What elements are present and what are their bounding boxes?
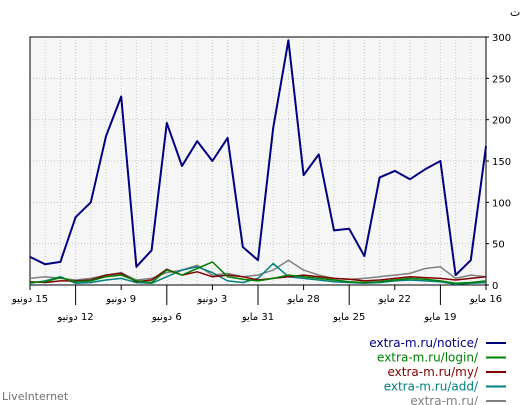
x-tick-label: 6 دونيو [151,312,182,323]
x-tick-label: 3 دونيو [196,294,227,305]
x-tick-label: 22 مايو [378,294,411,305]
y-tick-label: 200 [492,116,511,127]
legend-entry-label: extra-m.ru/ [410,394,479,405]
x-tick-label: 31 مايو [241,312,274,323]
x-tick-label: 12 دونيو [57,312,94,323]
series-line-0 [29,39,487,277]
x-tick-label: 15 دونيو [11,294,48,305]
x-tick-label: 28 مايو [286,294,319,305]
y-axis: 0 50 100 150 200 250 300 [486,33,511,292]
x-axis: 16 مايو 19 مايو 22 مايو 25 مايو 28 مايو 31 ما… [11,285,502,323]
x-tick-label: 16 مايو [469,294,502,305]
legend-entry-label: extra-m.ru/add/ [384,380,479,394]
y-tick-label: 150 [492,157,511,168]
legend-entry-label: extra-m.ru/login/ [377,351,479,365]
x-tick-label: 25 مايو [332,312,365,323]
legend-entry-label: extra-m.ru/my/ [387,365,478,379]
series-layer [29,39,487,285]
series-line-2 [29,268,487,284]
x-tick-label: 19 مايو [423,312,456,323]
y-tick-label: 50 [492,240,505,251]
y-tick-label: 250 [492,74,511,85]
x-tick-label: 9 دونيو [105,294,136,305]
series-line-1 [29,261,487,285]
legend-entry-label: extra-m.ru/notice/ [369,336,479,350]
legend: extra-m.ru/notice/extra-m.ru/login/extra… [369,336,506,405]
brand-watermark: LiveInternet [2,390,69,403]
y-tick-label: 100 [492,198,511,209]
y-tick-label: 0 [492,281,498,292]
y-axis-unit-label: المرات [510,6,520,19]
y-tick-label: 300 [492,33,511,44]
series-line-3 [29,262,487,285]
